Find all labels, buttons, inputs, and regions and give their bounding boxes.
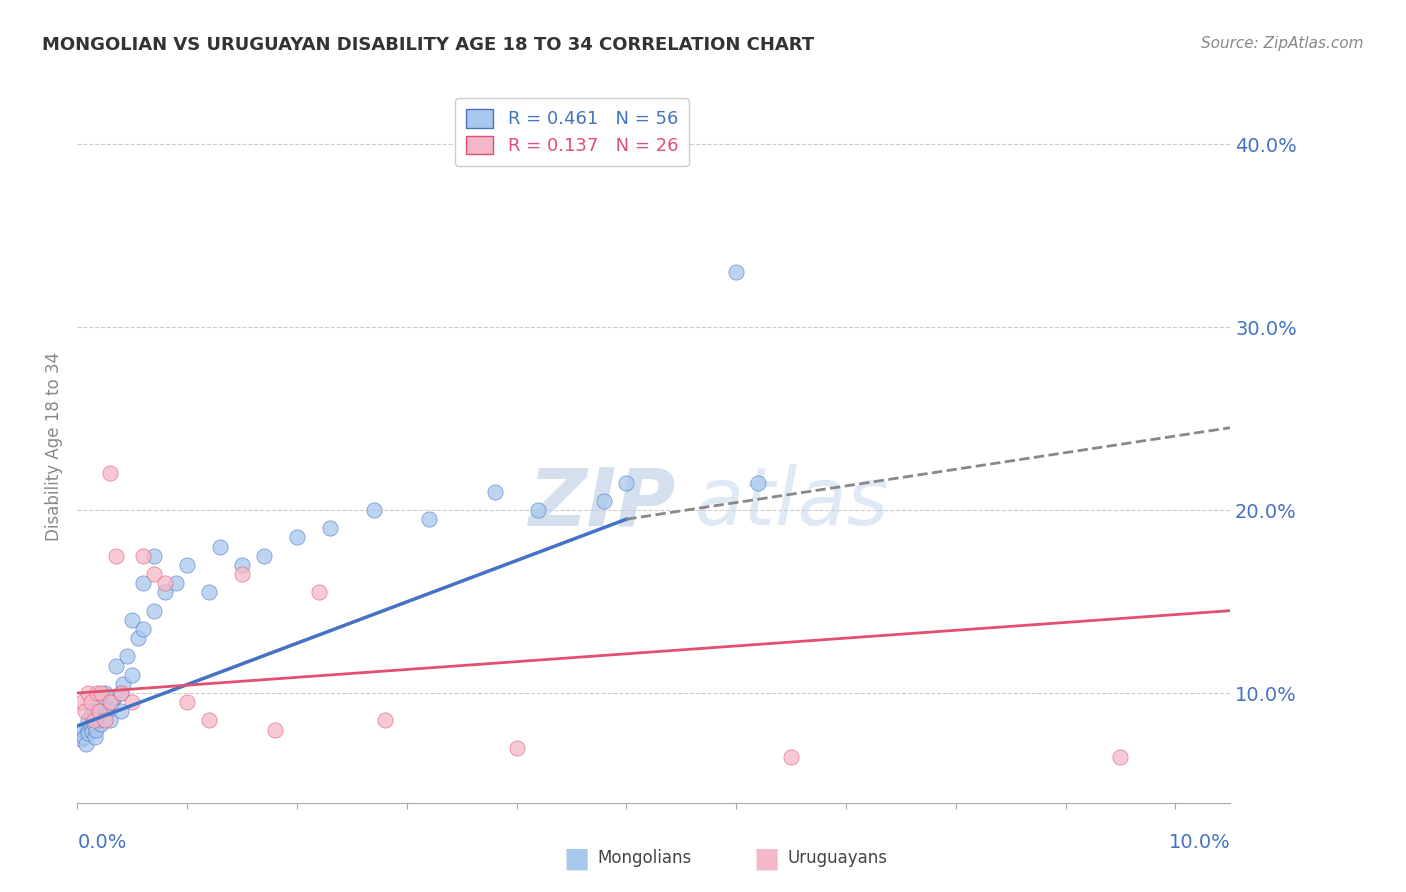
Point [198,585,221,599]
Point [593,494,616,508]
Text: atlas: atlas [695,464,890,542]
Point [103,690,125,704]
Point [527,503,550,517]
Point [94,714,117,728]
Point [614,475,637,490]
Point [374,714,396,728]
Point [86,712,108,726]
Point [77,686,100,700]
Text: ■: ■ [564,844,589,872]
Text: MONGOLIAN VS URUGUAYAN DISABILITY AGE 18 TO 34 CORRELATION CHART: MONGOLIAN VS URUGUAYAN DISABILITY AGE 18… [42,36,814,54]
Point [98,467,121,481]
Point [484,484,506,499]
Point [80,724,103,739]
Point [143,567,166,582]
Point [90,686,112,700]
Point [73,730,96,744]
Point [84,723,107,737]
Point [89,714,111,728]
Point [89,695,111,709]
Point [104,658,127,673]
Point [132,622,155,636]
Point [83,714,105,728]
Point [231,567,253,582]
Point [747,475,769,490]
Point [83,730,105,744]
Point [176,558,198,572]
Point [83,704,105,718]
Point [94,708,117,723]
Text: 0.0%: 0.0% [77,833,127,853]
Text: Uruguayans: Uruguayans [787,849,887,867]
Point [90,704,112,718]
Point [143,549,166,563]
Point [264,723,287,737]
Point [127,631,149,645]
Point [308,585,330,599]
Point [77,714,100,728]
Point [86,686,108,700]
Point [79,695,101,709]
Point [72,723,94,737]
Point [83,717,105,731]
Point [91,712,114,726]
Point [77,723,100,737]
Point [73,704,96,718]
Point [1109,750,1132,764]
Point [209,540,232,554]
Point [112,677,135,691]
Point [132,549,155,563]
Point [98,700,121,714]
Point [101,695,124,709]
Point [94,686,117,700]
Point [90,717,112,731]
Point [231,558,253,572]
Text: ■: ■ [754,844,779,872]
Point [75,737,97,751]
Point [110,686,132,700]
Point [121,667,143,681]
Point [77,726,100,740]
Point [98,695,121,709]
Point [79,719,101,733]
Point [363,503,385,517]
Point [285,531,308,545]
Point [89,704,111,718]
Point [143,604,166,618]
Point [153,576,176,591]
Y-axis label: Disability Age 18 to 34: Disability Age 18 to 34 [45,351,63,541]
Point [104,549,127,563]
Point [725,265,748,279]
Point [121,613,143,627]
Point [110,686,132,700]
Text: ZIP: ZIP [529,464,676,542]
Point [115,649,138,664]
Point [153,585,176,599]
Point [418,512,440,526]
Point [69,731,91,746]
Point [70,695,93,709]
Point [505,740,527,755]
Point [132,576,155,591]
Point [121,695,143,709]
Point [319,521,342,535]
Point [253,549,276,563]
Point [98,714,121,728]
Text: Source: ZipAtlas.com: Source: ZipAtlas.com [1201,36,1364,51]
Point [780,750,803,764]
Legend: R = 0.461   N = 56, R = 0.137   N = 26: R = 0.461 N = 56, R = 0.137 N = 26 [456,98,689,166]
Text: 10.0%: 10.0% [1168,833,1230,853]
Point [198,714,221,728]
Point [96,704,118,718]
Point [176,695,198,709]
Point [165,576,187,591]
Point [110,704,132,718]
Point [79,708,101,723]
Text: Mongolians: Mongolians [598,849,692,867]
